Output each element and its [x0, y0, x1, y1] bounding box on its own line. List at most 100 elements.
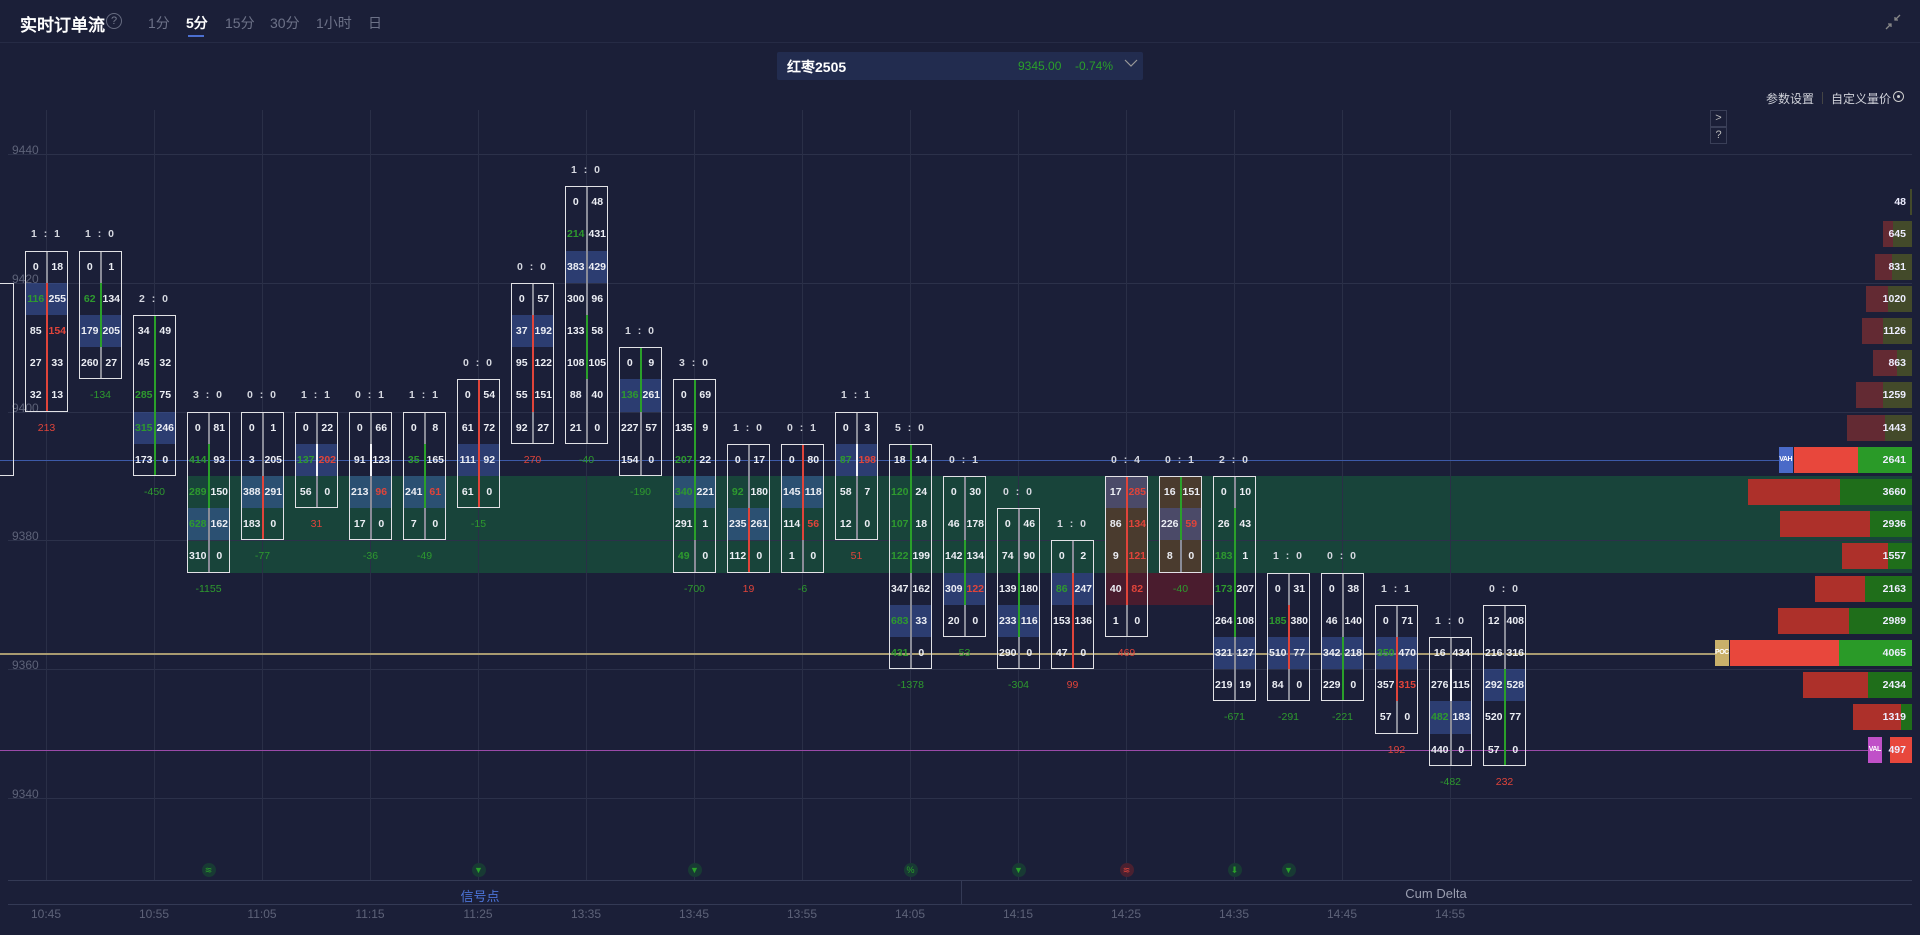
candle-box[interactable] — [565, 186, 608, 444]
help-button[interactable]: ? — [1710, 127, 1727, 144]
candle-body-bar — [99, 315, 102, 348]
signal-stack-icon[interactable]: ≋ — [1119, 863, 1134, 877]
candle-box[interactable] — [1267, 572, 1310, 702]
bid-volume-cell: 0 — [1004, 518, 1011, 531]
candle-body-bar — [747, 540, 750, 573]
tab-1min[interactable]: 1分 — [148, 15, 170, 31]
candle-ratio-label: 0 : 0 — [462, 357, 494, 370]
candle-body-bar — [153, 347, 156, 380]
candle-box[interactable] — [187, 411, 230, 573]
candle-box[interactable] — [1051, 540, 1094, 670]
candle-box[interactable] — [997, 508, 1040, 670]
signal-triangle-down-icon[interactable]: ▼ — [1281, 863, 1296, 877]
bid-volume-cell: 185 — [1268, 614, 1287, 627]
candle-delta-label: -40 — [578, 453, 595, 466]
bid-volume-cell: 264 — [1214, 614, 1233, 627]
custom-volume-price-link[interactable]: 自定义量价 — [1831, 92, 1892, 106]
params-settings-link[interactable]: 参数设置 — [1766, 92, 1815, 106]
candle-ratio-label: 0 : 1 — [1164, 453, 1196, 466]
candle-box[interactable] — [403, 411, 446, 541]
signal-triangle-down-icon[interactable]: ▼ — [687, 863, 702, 877]
signal-arrow-down-icon[interactable]: ⬇ — [1227, 863, 1242, 877]
expand-button[interactable]: > — [1710, 110, 1727, 127]
ask-volume-cell: 0 — [594, 421, 601, 434]
candle-body-bar — [1503, 733, 1506, 766]
candle-box[interactable] — [943, 476, 986, 637]
minimize-icon[interactable] — [1884, 13, 1902, 31]
bid-volume-cell: 340 — [674, 486, 693, 498]
candle-box[interactable] — [133, 315, 176, 476]
candle-body-bar — [693, 379, 696, 412]
chevron-down-icon[interactable] — [1123, 55, 1139, 74]
candle-box[interactable] — [1213, 476, 1256, 702]
candle-body-bar — [1449, 669, 1452, 702]
candle-body-bar — [585, 218, 588, 251]
bid-volume-cell: 183 — [242, 518, 261, 531]
tab-30min[interactable]: 30分 — [270, 15, 300, 31]
tab-day[interactable]: 日 — [368, 15, 382, 31]
bid-volume-cell: 142 — [944, 550, 963, 563]
candle-delta-label: -134 — [89, 389, 111, 402]
ask-volume-cell: 43 — [1239, 518, 1252, 531]
candle-delta-label: -1155 — [195, 582, 222, 595]
candle-box[interactable] — [1321, 572, 1364, 702]
symbol-selector[interactable]: 红枣2505 9345.00 -0.74% — [777, 52, 1143, 80]
candle-body-bar — [693, 476, 696, 509]
bid-volume-cell: 383 — [566, 260, 585, 273]
candle-box[interactable] — [835, 411, 878, 541]
candle-delta-label: -6 — [797, 582, 808, 595]
candle-box[interactable] — [1483, 604, 1526, 766]
candle-box[interactable] — [1429, 637, 1472, 766]
footprint-chart[interactable]: 9440 9420 9400 9380 9360 9340 1 : 1 0 18 116 255 85… — [0, 0, 1920, 880]
signal-triangle-down-icon[interactable]: ▼ — [471, 863, 486, 877]
tab-cum-delta[interactable]: Cum Delta — [1405, 886, 1467, 901]
candle-box[interactable] — [727, 443, 770, 573]
ask-volume-cell: 77 — [1509, 711, 1522, 724]
candle-box[interactable] — [889, 443, 932, 670]
signal-percent-icon[interactable]: % — [903, 863, 918, 877]
candle-body-bar — [99, 250, 102, 283]
candle-box[interactable] — [79, 250, 122, 380]
settings-circle-icon[interactable] — [1893, 91, 1904, 102]
bid-volume-cell: 0 — [1220, 486, 1227, 498]
candle-box[interactable] — [1375, 604, 1418, 734]
candle-ratio-label: 1 : 0 — [570, 164, 602, 176]
signal-stack-icon[interactable]: ≋ — [201, 863, 216, 877]
candle-box[interactable] — [781, 443, 824, 573]
candle-delta-label: -450 — [143, 486, 165, 498]
bid-volume-cell: 0 — [626, 357, 633, 370]
bid-volume-cell: 388 — [242, 486, 261, 498]
candle-box[interactable] — [349, 411, 392, 541]
tab-1hour[interactable]: 1小时 — [316, 15, 352, 31]
candle-box[interactable] — [457, 379, 500, 509]
tab-signal-points[interactable]: 信号点 — [460, 889, 500, 904]
ask-volume-cell: 27 — [105, 357, 118, 370]
ask-volume-cell: 48 — [591, 196, 604, 209]
tab-5min[interactable]: 5分 — [186, 15, 208, 31]
time-label: 14:15 — [1002, 907, 1034, 921]
tab-15min[interactable]: 15分 — [225, 15, 255, 31]
help-icon[interactable]: ? — [106, 13, 122, 29]
ask-volume-cell: 408 — [1506, 614, 1525, 627]
volume-profile-value: 48 — [1894, 196, 1906, 209]
candle-box[interactable] — [619, 347, 662, 476]
bid-volume-cell: 47 — [1055, 647, 1068, 659]
ask-volume-cell: 218 — [1344, 647, 1363, 659]
candle-box[interactable] — [511, 282, 554, 444]
candle-box[interactable] — [1105, 476, 1148, 637]
candle-body-bar — [963, 604, 966, 637]
candle-box[interactable] — [673, 379, 716, 573]
candle-box[interactable] — [25, 250, 68, 412]
candle-box[interactable] — [1159, 476, 1202, 573]
candle-box[interactable] — [241, 411, 284, 541]
bid-volume-cell: 0 — [950, 486, 957, 498]
ask-volume-cell: 22 — [321, 421, 334, 434]
signal-triangle-down-icon[interactable]: ▼ — [1011, 863, 1026, 877]
candle-body-bar — [1287, 572, 1290, 605]
candle-body-bar — [423, 508, 426, 541]
candle-ratio-label: 1 : 1 — [408, 389, 440, 402]
candle-box[interactable] — [295, 411, 338, 509]
divider — [961, 881, 962, 904]
candle-body-bar — [747, 443, 750, 476]
bid-volume-cell: 482 — [1430, 711, 1449, 724]
